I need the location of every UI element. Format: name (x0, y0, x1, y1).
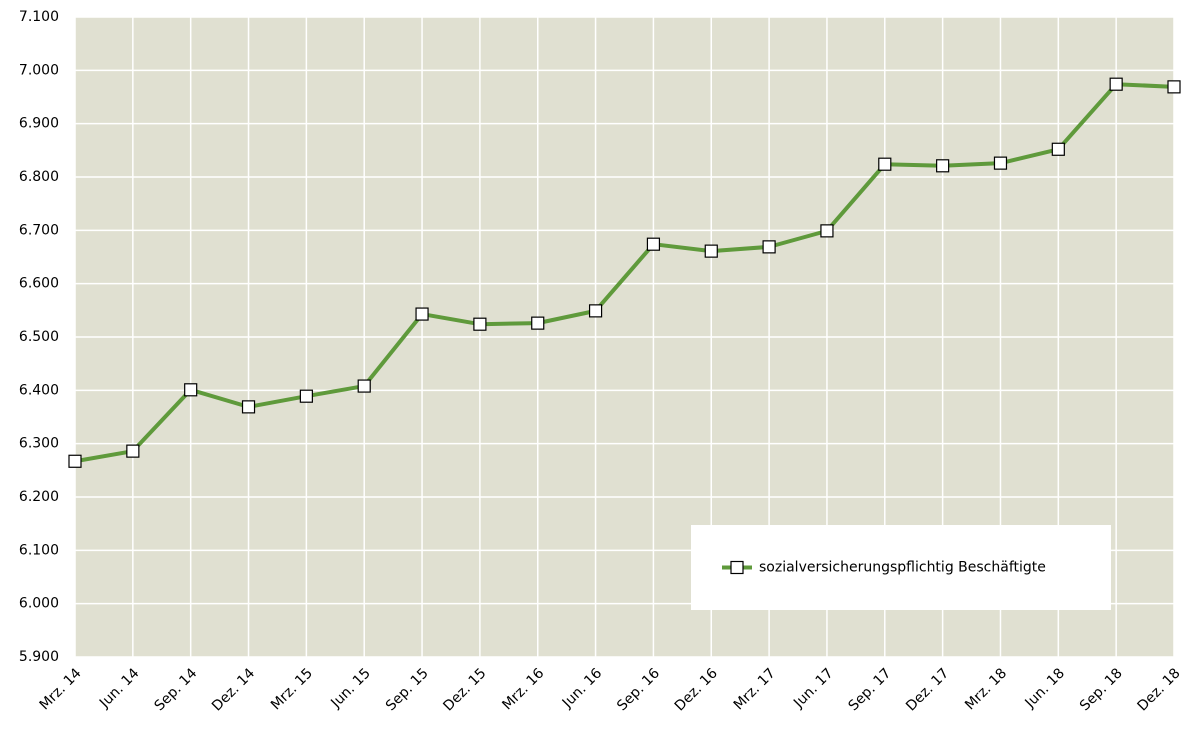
x-tick-label: Mrz. 16 (499, 665, 547, 713)
y-tick-label: 6.200 (19, 489, 59, 505)
x-tick-label: Jun. 14 (96, 665, 142, 711)
marker (588, 304, 603, 318)
y-tick-label: 7.100 (19, 9, 59, 25)
x-tick-label: Dez. 15 (440, 665, 489, 714)
y-tick-label: 6.000 (19, 596, 59, 612)
data-line (74, 82, 1175, 464)
x-tick-label: Sep. 16 (614, 665, 663, 714)
marker (531, 316, 545, 330)
y-tick-label: 6.700 (19, 222, 59, 238)
marker (646, 237, 661, 251)
x-tick-label: Sep. 15 (383, 665, 432, 714)
x-tick-label: Jun. 15 (327, 665, 373, 711)
marker (299, 389, 313, 403)
x-tick-label: Sep. 17 (846, 665, 895, 714)
x-tick-label: Mrz. 18 (962, 665, 1010, 713)
x-tick-label: Dez. 14 (209, 665, 258, 714)
x-tick-label: Dez. 17 (903, 665, 952, 714)
x-tick-label: Mrz. 14 (37, 665, 85, 713)
y-tick-label: 6.500 (19, 329, 59, 345)
marker (762, 240, 776, 254)
marker (68, 454, 82, 468)
y-tick-label: 6.800 (19, 169, 59, 185)
y-tick-label: 6.300 (19, 436, 59, 452)
marker (415, 307, 429, 321)
x-tick-label: Mrz. 15 (268, 665, 316, 713)
marker (1109, 77, 1123, 91)
x-tick-label: Jun. 17 (790, 665, 836, 711)
marker (241, 400, 256, 414)
marker (473, 317, 487, 331)
marker (878, 157, 892, 171)
y-tick-label: 6.100 (19, 542, 59, 558)
x-tick-label: Sep. 18 (1077, 665, 1126, 714)
legend-label: sozialversicherungspflichtig Beschäftigt… (759, 560, 1046, 576)
x-tick-label: Jun. 16 (559, 665, 605, 711)
x-tick-label: Dez. 16 (672, 665, 721, 714)
marker (126, 444, 140, 458)
y-tick-label: 6.600 (19, 276, 59, 292)
marker (820, 224, 834, 238)
legend-marker (730, 560, 744, 575)
y-tick-label: 6.900 (19, 116, 59, 132)
marker (1167, 80, 1181, 94)
y-tick-label: 5.900 (19, 649, 59, 665)
x-tick-label: Mrz. 17 (731, 665, 779, 713)
marker (1051, 142, 1065, 156)
marker (357, 379, 371, 393)
legend-box (691, 525, 1111, 610)
y-tick-label: 6.400 (19, 382, 59, 398)
y-tick-label: 7.000 (19, 62, 59, 78)
marker (993, 156, 1008, 170)
marker (936, 159, 950, 173)
x-tick-label: Sep. 14 (151, 665, 200, 714)
x-tick-label: Dez. 18 (1135, 665, 1184, 714)
marker (704, 244, 718, 258)
x-tick-label: Jun. 18 (1022, 665, 1068, 711)
marker (184, 383, 198, 397)
